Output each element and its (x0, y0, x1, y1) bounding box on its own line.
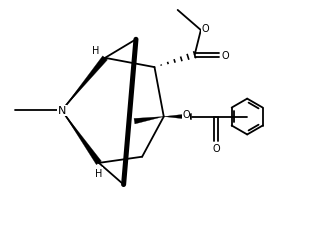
Text: O: O (182, 109, 190, 120)
Polygon shape (164, 114, 192, 120)
Text: O: O (221, 51, 229, 61)
Text: H: H (95, 168, 103, 178)
Polygon shape (134, 117, 164, 124)
Text: N: N (57, 106, 66, 116)
Polygon shape (62, 57, 108, 111)
Text: H: H (92, 46, 99, 56)
Text: O: O (213, 143, 220, 153)
Polygon shape (62, 111, 101, 165)
Text: O: O (202, 24, 209, 34)
